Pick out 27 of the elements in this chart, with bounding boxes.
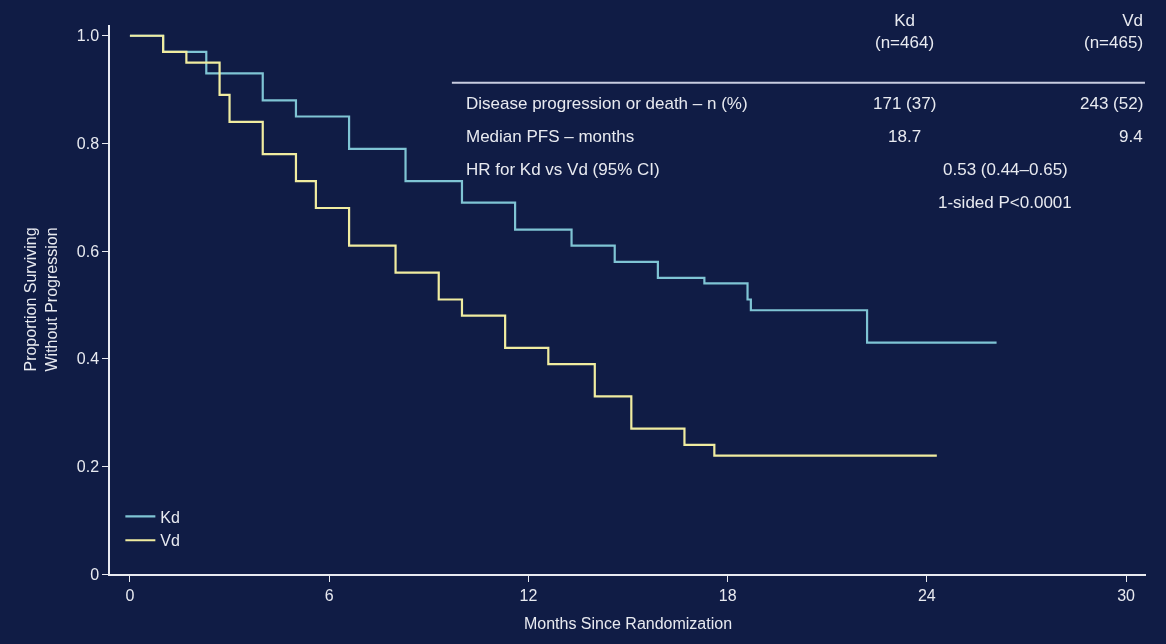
y-tick-label: 0.6	[76, 242, 100, 260]
y-tick-label: 0.2	[76, 457, 100, 475]
annotation: 1-sided P<0.0001	[938, 193, 1072, 212]
x-tick-label: 30	[1117, 586, 1136, 604]
annotation: Kd (n=464)	[875, 11, 935, 53]
x-tick-label: 18	[718, 586, 737, 604]
y-tick-label: 1.0	[76, 27, 100, 45]
annotation: Vd (n=465)	[1084, 11, 1144, 53]
y-tick-label: 0	[90, 565, 100, 583]
x-tick-label: 12	[519, 586, 538, 604]
y-tick-label: 0.8	[76, 135, 100, 153]
x-tick-label: 0	[125, 586, 135, 604]
annotation: 18.7	[888, 127, 922, 146]
legend-label: Kd	[160, 508, 180, 526]
y-tick-label: 0.4	[76, 350, 100, 368]
x-tick-label: 24	[917, 586, 936, 604]
annotation: HR for Kd vs Vd (95% CI)	[466, 160, 660, 179]
annotation: 243 (52)	[1080, 94, 1144, 113]
x-tick-label: 6	[324, 586, 334, 604]
annotation: 0.53 (0.44–0.65)	[943, 160, 1068, 179]
legend-label: Vd	[160, 532, 180, 550]
annotation: Median PFS – months	[466, 127, 635, 146]
y-axis-title: Proportion Surviving Without Progression	[22, 227, 61, 372]
annotation: 9.4	[1119, 127, 1143, 146]
x-axis-title: Months Since Randomization	[523, 615, 733, 633]
annotation: Disease progression or death – n (%)	[466, 94, 748, 113]
annotation: 171 (37)	[873, 94, 937, 113]
